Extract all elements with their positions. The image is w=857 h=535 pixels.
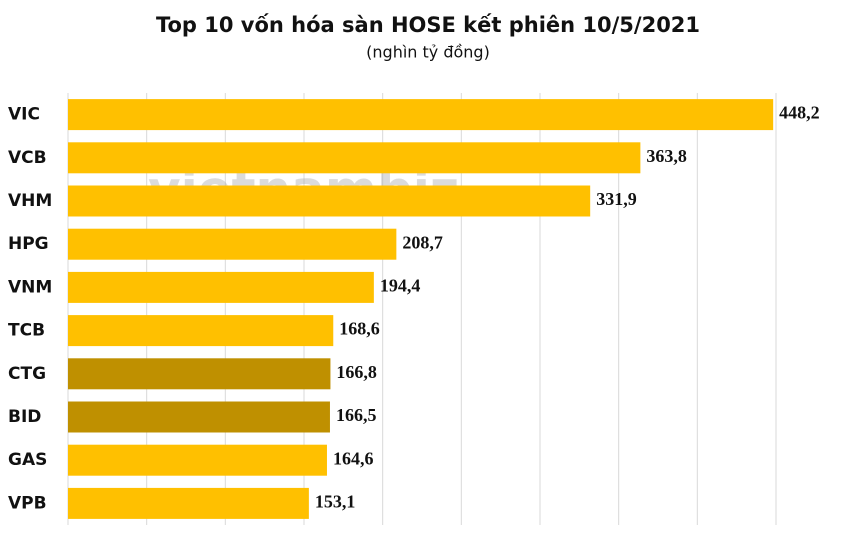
y-tick-label: VHM — [8, 191, 52, 211]
bar — [68, 315, 334, 347]
value-label: 166,5 — [336, 405, 377, 425]
value-label: 168,6 — [339, 319, 380, 339]
value-label: 164,6 — [333, 448, 374, 468]
bar — [68, 142, 641, 174]
y-tick-label: GAS — [8, 450, 47, 470]
y-tick-label: CTG — [8, 364, 46, 384]
chart-title: Top 10 vốn hóa sàn HOSE kết phiên 10/5/2… — [156, 13, 700, 37]
value-label: 208,7 — [402, 232, 443, 252]
value-label: 153,1 — [315, 492, 356, 512]
y-tick-label: VNM — [8, 277, 52, 297]
y-tick-label: VCB — [8, 148, 47, 168]
value-label: 194,4 — [380, 276, 421, 296]
y-tick-label: VIC — [8, 105, 40, 125]
bar — [68, 99, 774, 131]
bar — [68, 271, 374, 303]
y-tick-label: TCB — [8, 321, 45, 341]
value-label: 448,2 — [779, 103, 820, 123]
y-tick-label: HPG — [8, 234, 49, 254]
y-tick-label: BID — [8, 407, 41, 427]
chart-subtitle: (nghìn tỷ đồng) — [366, 43, 490, 62]
bar — [68, 358, 331, 390]
value-label: 331,9 — [596, 189, 637, 209]
bar — [68, 487, 309, 519]
bar — [68, 228, 397, 260]
value-label: 166,8 — [336, 362, 377, 382]
bar — [68, 401, 330, 433]
bar — [68, 444, 327, 476]
y-tick-label: VPB — [8, 493, 47, 513]
value-label: 363,8 — [646, 146, 687, 166]
bar — [68, 185, 591, 217]
